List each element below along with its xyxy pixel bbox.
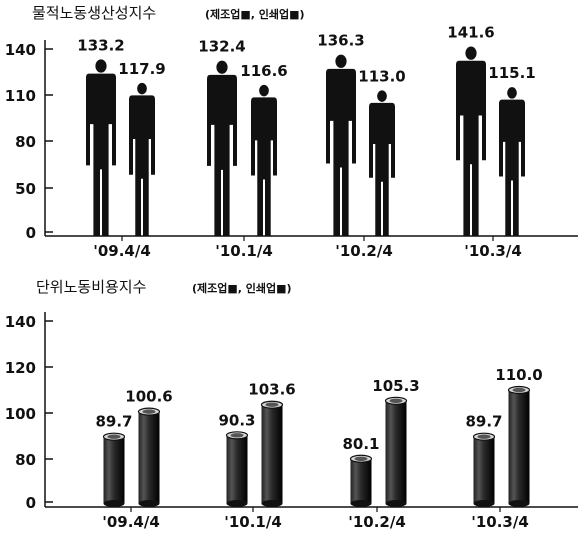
unit-labor-cost-value-label: 105.3 — [372, 377, 419, 395]
productivity-y-tick-label: 50 — [15, 180, 36, 198]
unit-labor-cost-cylinder-bar — [260, 400, 284, 507]
productivity-value-label: 117.9 — [118, 60, 165, 78]
productivity-x-tick-label: '10.1/4 — [215, 242, 273, 260]
unit-labor-cost-x-tick-label: '10.3/4 — [471, 513, 529, 531]
productivity-figure-mark — [207, 60, 237, 236]
productivity-value-label: 115.1 — [488, 64, 535, 82]
productivity-value-label: 116.6 — [240, 62, 287, 80]
unit-labor-cost-chart: 단위노동비용지수 (제조업■, 인쇄업■) 0 80 100 120 140 89.7 9… — [5, 278, 578, 531]
unit-labor-cost-value-label: 89.7 — [465, 413, 502, 431]
productivity-figure-mark — [326, 54, 356, 236]
productivity-value-label: 132.4 — [198, 38, 245, 56]
productivity-value-label: 133.2 — [77, 36, 124, 54]
unit-labor-cost-value-label: 89.7 — [95, 413, 132, 431]
productivity-figure-mark — [369, 90, 395, 236]
productivity-chart-legend-note: (제조업■, 인쇄업■) — [205, 7, 305, 21]
productivity-y-tick-label: 0 — [26, 224, 36, 242]
productivity-y-tick-label: 140 — [5, 41, 36, 59]
unit-labor-cost-value-label: 110.0 — [495, 366, 542, 384]
unit-labor-cost-cylinder-bar — [507, 385, 531, 507]
productivity-chart: 물적노동생산성지수 (제조업■, 인쇄업■) 0 50 80 110 140 133.2… — [5, 4, 578, 260]
unit-labor-cost-value-label: 103.6 — [248, 381, 295, 399]
productivity-value-label: 113.0 — [358, 67, 405, 85]
unit-labor-cost-y-tick-label: 80 — [15, 451, 36, 469]
unit-labor-cost-x-tick-label: '09.4/4 — [102, 513, 160, 531]
productivity-figure-mark — [86, 59, 116, 236]
productivity-value-label: 136.3 — [317, 32, 364, 50]
productivity-x-tick-label: '10.2/4 — [335, 242, 393, 260]
productivity-value-label: 141.6 — [447, 24, 494, 42]
unit-labor-cost-y-tick-label: 100 — [5, 405, 36, 423]
unit-labor-cost-cylinder-bar — [137, 407, 161, 507]
productivity-x-tick-label: '09.4/4 — [93, 242, 151, 260]
productivity-figure-mark — [499, 87, 525, 237]
unit-labor-cost-chart-title: 단위노동비용지수 — [36, 278, 146, 296]
unit-labor-cost-cylinder-bar — [102, 432, 126, 507]
unit-labor-cost-value-label: 100.6 — [125, 388, 172, 406]
unit-labor-cost-cylinder-bar — [472, 432, 496, 507]
unit-labor-cost-cylinder-bar — [225, 431, 249, 507]
productivity-chart-title: 물적노동생산성지수 — [32, 4, 156, 22]
unit-labor-cost-value-label: 90.3 — [218, 411, 255, 429]
productivity-figure-mark — [456, 46, 486, 236]
unit-labor-cost-x-tick-label: '10.1/4 — [224, 513, 282, 531]
unit-labor-cost-value-label: 80.1 — [342, 435, 379, 453]
productivity-x-tick-label: '10.3/4 — [464, 242, 522, 260]
unit-labor-cost-y-tick-label: 120 — [5, 359, 36, 377]
productivity-figure-mark — [129, 82, 155, 237]
unit-labor-cost-chart-legend-note: (제조업■, 인쇄업■) — [192, 281, 292, 295]
unit-labor-cost-cylinder-bar — [384, 396, 408, 507]
productivity-figure-mark — [251, 84, 277, 236]
unit-labor-cost-y-tick-label: 140 — [5, 313, 36, 331]
productivity-y-tick-label: 110 — [5, 87, 36, 105]
unit-labor-cost-cylinder-bar — [349, 454, 373, 507]
productivity-y-tick-label: 80 — [15, 133, 36, 151]
unit-labor-cost-y-tick-label: 0 — [26, 494, 36, 512]
unit-labor-cost-x-tick-label: '10.2/4 — [348, 513, 406, 531]
